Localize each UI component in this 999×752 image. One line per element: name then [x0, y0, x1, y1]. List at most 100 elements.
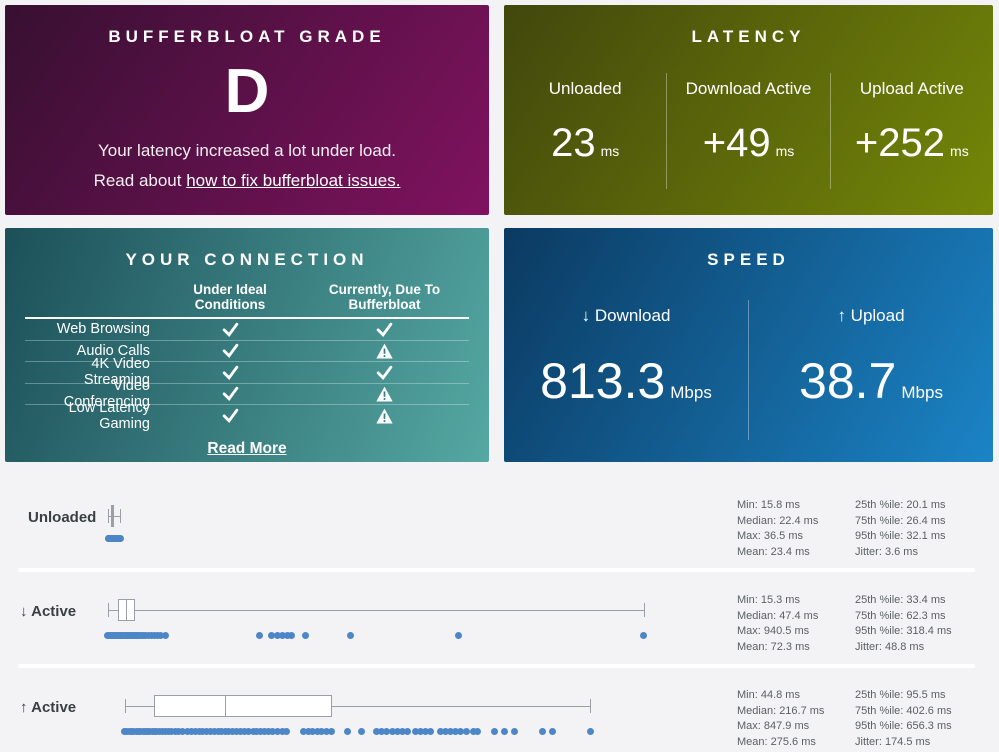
latency-sample-dot — [257, 728, 265, 735]
latency-sample-dot — [199, 728, 207, 735]
latency-sample-dot — [274, 632, 282, 639]
latency-sample-dot — [586, 728, 594, 735]
stat-line: 25th %ile: 95.5 ms — [855, 689, 946, 701]
latency-sample-dot — [288, 632, 296, 639]
bufferbloat-grade-value: D — [224, 57, 270, 126]
latency-upload-column: Upload Active +252 ms — [829, 73, 993, 189]
latency-sample-dot — [161, 632, 169, 639]
latency-sample-dot — [244, 728, 252, 735]
stat-line: 75th %ile: 26.4 ms — [855, 514, 946, 527]
check-icon — [222, 344, 238, 359]
box-plot — [99, 693, 655, 721]
latency-sample-dot — [236, 728, 244, 735]
speed-upload-label: ↑ Upload — [837, 306, 905, 325]
warning-icon — [376, 386, 393, 402]
latency-download-column: Download Active +49 ms — [666, 73, 829, 189]
latency-sample-dot — [183, 728, 191, 735]
latency-sample-dot — [253, 728, 261, 735]
check-icon — [222, 322, 238, 337]
latency-sample-dot — [283, 632, 291, 639]
check-icon — [376, 365, 393, 380]
stats-column-percentiles: 25th %ile: 20.1 ms 75th %ile: 26.4 ms 95th… — [855, 498, 946, 560]
bufferbloat-grade-panel: BUFFERBLOAT GRADE D Your latency increas… — [5, 5, 489, 215]
current-status-cell — [300, 343, 469, 359]
stats-column-percentiles: 25th %ile: 33.4 ms 75th %ile: 62.3 ms 95th… — [855, 593, 952, 655]
latency-sample-dot — [416, 728, 424, 735]
latency-sample-dot — [500, 728, 508, 735]
stat-line: Median: 47.4 ms — [737, 609, 819, 622]
download-arrow-icon: ↓ — [581, 306, 591, 325]
stat-line: Jitter: 174.5 ms — [855, 735, 931, 748]
latency-chart-row--active: ↑ Active Min: 44.8 ms Median: 216.7 ms Max:… — [0, 668, 999, 752]
latency-sample-dot — [343, 728, 351, 735]
latency-unloaded-label: Unloaded — [548, 79, 622, 98]
stat-line: Max: 940.5 ms — [737, 625, 810, 637]
fix-bufferbloat-link[interactable]: how to fix bufferbloat issues. — [186, 171, 401, 190]
stat-line: Max: 847.9 ms — [737, 720, 810, 732]
chart-row-separator — [18, 664, 975, 668]
read-more-link[interactable]: Read More — [207, 439, 287, 457]
median-line — [224, 695, 226, 717]
current-status-cell — [300, 408, 469, 424]
stats-column-primary: Min: 15.8 ms Median: 22.4 ms Max: 36.5 ms M… — [737, 498, 818, 560]
latency-sample-dots — [99, 535, 655, 543]
stat-line: 95th %ile: 32.1 ms — [855, 530, 946, 542]
stat-line: Median: 216.7 ms — [737, 704, 825, 717]
box-plot — [99, 503, 655, 531]
iqr-box — [154, 695, 333, 717]
latency-sample-dot — [299, 728, 307, 735]
latency-sample-dot — [232, 728, 240, 735]
latency-sample-dot — [452, 728, 460, 735]
chart-row-separator — [18, 568, 975, 572]
latency-sample-dot — [388, 728, 396, 735]
stats-column-percentiles: 25th %ile: 95.5 ms 75th %ile: 402.6 ms 95t… — [855, 688, 952, 750]
latency-unloaded-column: Unloaded 23 ms — [504, 73, 666, 189]
median-line — [126, 599, 128, 621]
latency-sample-dot — [323, 728, 331, 735]
stat-line: Jitter: 3.6 ms — [855, 545, 918, 558]
latency-sample-dot — [279, 632, 287, 639]
grade-panel-title: BUFFERBLOAT GRADE — [108, 27, 386, 46]
latency-sample-dot — [640, 632, 648, 639]
latency-sample-dot — [278, 728, 286, 735]
stat-line: Max: 36.5 ms — [737, 530, 804, 542]
whisker-line — [107, 610, 644, 611]
grade-message: Your latency increased a lot under load. — [97, 141, 396, 160]
latency-sample-dot — [474, 728, 482, 735]
stat-line: 95th %ile: 318.4 ms — [855, 625, 952, 637]
connection-row-audio-calls: Audio Calls — [25, 341, 469, 362]
speed-download-label: ↓ Download — [581, 306, 671, 325]
latency-sample-dots — [99, 728, 655, 736]
connection-row-video-conferencing: Video Conferencing — [25, 378, 469, 410]
latency-sample-dot — [436, 728, 444, 735]
stat-line: 25th %ile: 33.4 ms — [855, 594, 946, 606]
header-currently-due-to-bufferbloat: Currently, Due To Bufferbloat — [328, 282, 441, 312]
warning-icon — [376, 408, 393, 424]
latency-sample-dot — [318, 728, 326, 735]
latency-sample-dot — [301, 632, 309, 639]
latency-sample-dot — [283, 728, 291, 735]
latency-sample-dot — [411, 728, 419, 735]
stat-line: Min: 15.8 ms — [737, 499, 800, 511]
stat-line: Mean: 72.3 ms — [737, 640, 810, 653]
stat-line: 75th %ile: 402.6 ms — [855, 704, 952, 717]
stats-column-primary: Min: 15.3 ms Median: 47.4 ms Max: 940.5 ms… — [737, 593, 818, 655]
whisker-cap-max — [120, 509, 122, 523]
latency-sample-dot — [157, 632, 165, 639]
latency-download-label: Download Active — [685, 79, 812, 98]
latency-sample-dot — [447, 728, 455, 735]
latency-sample-dot — [313, 728, 321, 735]
latency-sample-dot — [455, 632, 463, 639]
stat-line: Mean: 23.4 ms — [737, 545, 810, 558]
current-status-cell — [300, 364, 469, 380]
speed-upload-value: 38.7 Mbps — [799, 353, 943, 409]
latency-sample-dot — [175, 728, 183, 735]
warning-icon — [376, 343, 393, 359]
stat-line: Min: 15.3 ms — [737, 594, 800, 606]
latency-sample-dot — [462, 728, 470, 735]
ideal-status-cell — [160, 343, 300, 359]
speed-panel-title: SPEED — [707, 250, 790, 269]
stat-line: 75th %ile: 62.3 ms — [855, 609, 946, 622]
stats-column-primary: Min: 44.8 ms Median: 216.7 ms Max: 847.9 m… — [737, 688, 824, 750]
